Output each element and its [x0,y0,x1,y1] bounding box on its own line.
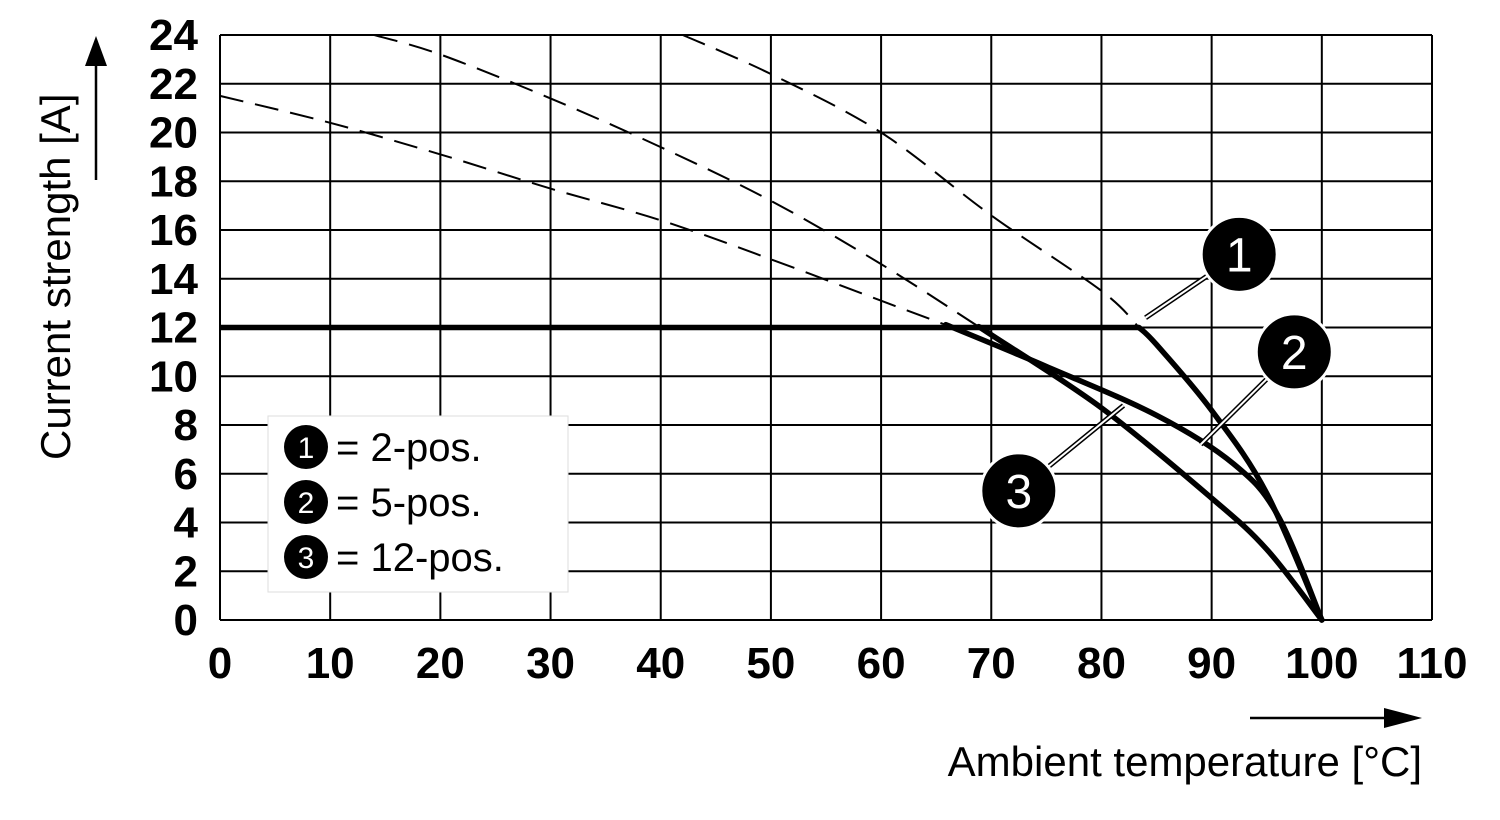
y-axis-arrow-head [85,36,107,66]
series-1-derating-line [975,323,1325,623]
legend-marker-label: 3 [298,542,315,575]
y-tick-label: 10 [149,352,198,401]
x-tick-label: 60 [857,639,906,688]
y-tick-label: 24 [149,11,198,60]
x-tick-label: 40 [636,639,685,688]
legend-item-text: = 5-pos. [336,481,482,525]
grid [219,34,1433,621]
x-axis-arrow-head [1384,708,1422,728]
x-axis-title: Ambient temperature [°C] [948,738,1422,785]
y-tick-label: 12 [149,304,198,353]
legend-marker-3 [284,535,328,579]
x-tick-label: 80 [1077,639,1126,688]
y-axis-title-group: Current strength [A] [32,36,107,460]
legend-marker-label: 2 [298,487,315,520]
callout-badge-2 [1254,312,1334,392]
derating-curves [220,321,1325,623]
legend-item-text: = 12-pos. [336,536,504,580]
y-tick-label: 18 [149,157,198,206]
legend-marker-label: 1 [298,432,315,465]
y-tick-label: 20 [149,109,198,158]
dashed-extensions [219,34,1140,331]
x-tick-label: 110 [1397,639,1468,688]
y-tick-label: 16 [149,206,198,255]
y-tick-label: 22 [149,60,198,109]
x-axis-title-group: Ambient temperature [°C] [948,708,1422,785]
x-tick-label: 50 [746,639,795,688]
series-3-dashed-extension [219,94,959,331]
y-tick-label: 14 [149,255,198,304]
callout-badge-label: 3 [1005,466,1032,519]
y-tick-label: 0 [174,596,198,645]
series-2-dashed-extension [682,34,1140,329]
y-tick-label: 2 [174,547,198,596]
legend-item-text: = 2-pos. [336,426,482,470]
x-tick-labels: 0 10 20 30 40 50 60 70 80 90 100 110 [208,639,1468,688]
y-tick-label: 8 [174,401,198,450]
legend: 1 = 2-pos. 2 = 5-pos. 3 = 12-pos. [267,415,569,593]
x-tick-label: 10 [306,639,355,688]
callout-badge-3 [979,451,1059,531]
legend-marker-2 [284,480,328,524]
curve-callouts: 12 3 [979,214,1334,531]
x-tick-label: 70 [967,639,1016,688]
legend-marker-1 [284,425,328,469]
y-tick-label: 4 [174,499,199,548]
x-tick-label: 0 [208,639,232,688]
x-tick-label: 20 [416,639,465,688]
y-axis-title: Current strength [A] [32,94,79,461]
x-tick-label: 100 [1285,639,1358,688]
x-tick-label: 90 [1187,639,1236,688]
y-tick-label: 6 [174,450,198,499]
callout-badge-label: 2 [1281,327,1308,380]
callout-badge-label: 1 [1226,229,1253,282]
callout-badge-1 [1199,214,1279,294]
x-tick-label: 30 [526,639,575,688]
series-1-dashed-extension [374,34,981,329]
